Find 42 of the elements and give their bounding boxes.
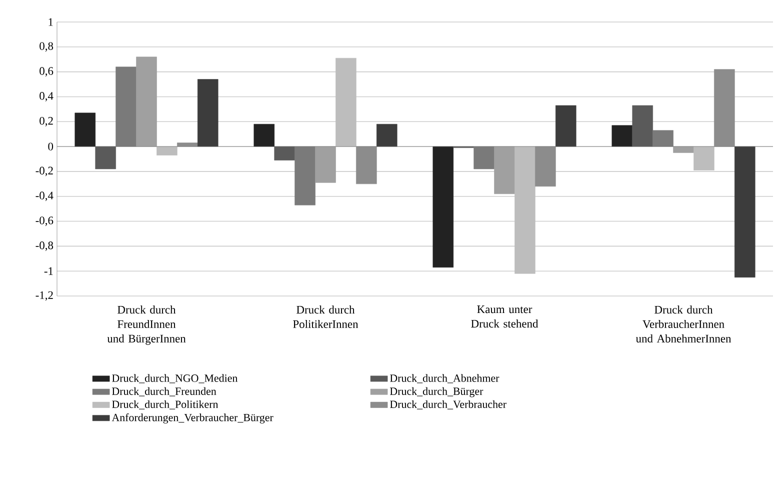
bar (156, 146, 178, 156)
bar (274, 146, 295, 160)
bar (432, 146, 454, 268)
legend-label: Druck_durch_Bürger (390, 387, 484, 398)
bar (494, 146, 515, 194)
y-tick-label: 0,8 (40, 42, 54, 52)
y-tick-label: -1 (44, 267, 53, 275)
legend-label: Druck_durch_Freunden (112, 387, 216, 396)
y-tick-label: 0 (48, 142, 54, 150)
bar (673, 146, 694, 153)
bar (254, 124, 275, 147)
x-tick-label: Kaum unter Druck stehend (471, 306, 538, 328)
y-tick-label: -1,2 (36, 291, 53, 301)
y-tick-label: 0,2 (40, 116, 53, 126)
y-tick-label: 0,6 (40, 67, 54, 77)
bar (612, 125, 633, 147)
x-tick-label: Druck durch PolitikerInnen (293, 306, 358, 328)
y-tick-label: -0,2 (36, 166, 53, 176)
legend-label: Druck_durch_Abnehmer (390, 374, 500, 384)
bar (336, 58, 356, 147)
bar (514, 146, 536, 274)
bar (376, 124, 398, 147)
y-tick-label: -0,6 (36, 216, 54, 226)
bar (632, 105, 653, 147)
bar (197, 79, 218, 147)
y-tick-label: 0,4 (40, 92, 54, 102)
bar (74, 112, 96, 147)
legend-label: Anforderungen_Verbraucher_Bürger (112, 413, 274, 424)
bar (556, 105, 576, 147)
y-tick-label: -0,4 (36, 192, 54, 202)
legend-label: Druck_durch_NGO_Medien (112, 374, 238, 384)
y-tick-label: -0,8 (36, 242, 54, 251)
bar (95, 146, 116, 170)
bar (315, 146, 336, 183)
legend-label: Druck_durch_Verbraucher (390, 400, 506, 410)
bar (734, 146, 756, 278)
y-tick-label: 1 (48, 18, 53, 26)
legend-label: Druck_durch_Politikern (112, 400, 218, 410)
bar (136, 56, 157, 147)
x-tick-label: Druck durch FreundInnen und BürgerInnen (107, 306, 186, 345)
x-tick-label: Druck durch VerbraucherInnen und AbnehmerInnen (636, 306, 732, 342)
bar (694, 146, 714, 170)
